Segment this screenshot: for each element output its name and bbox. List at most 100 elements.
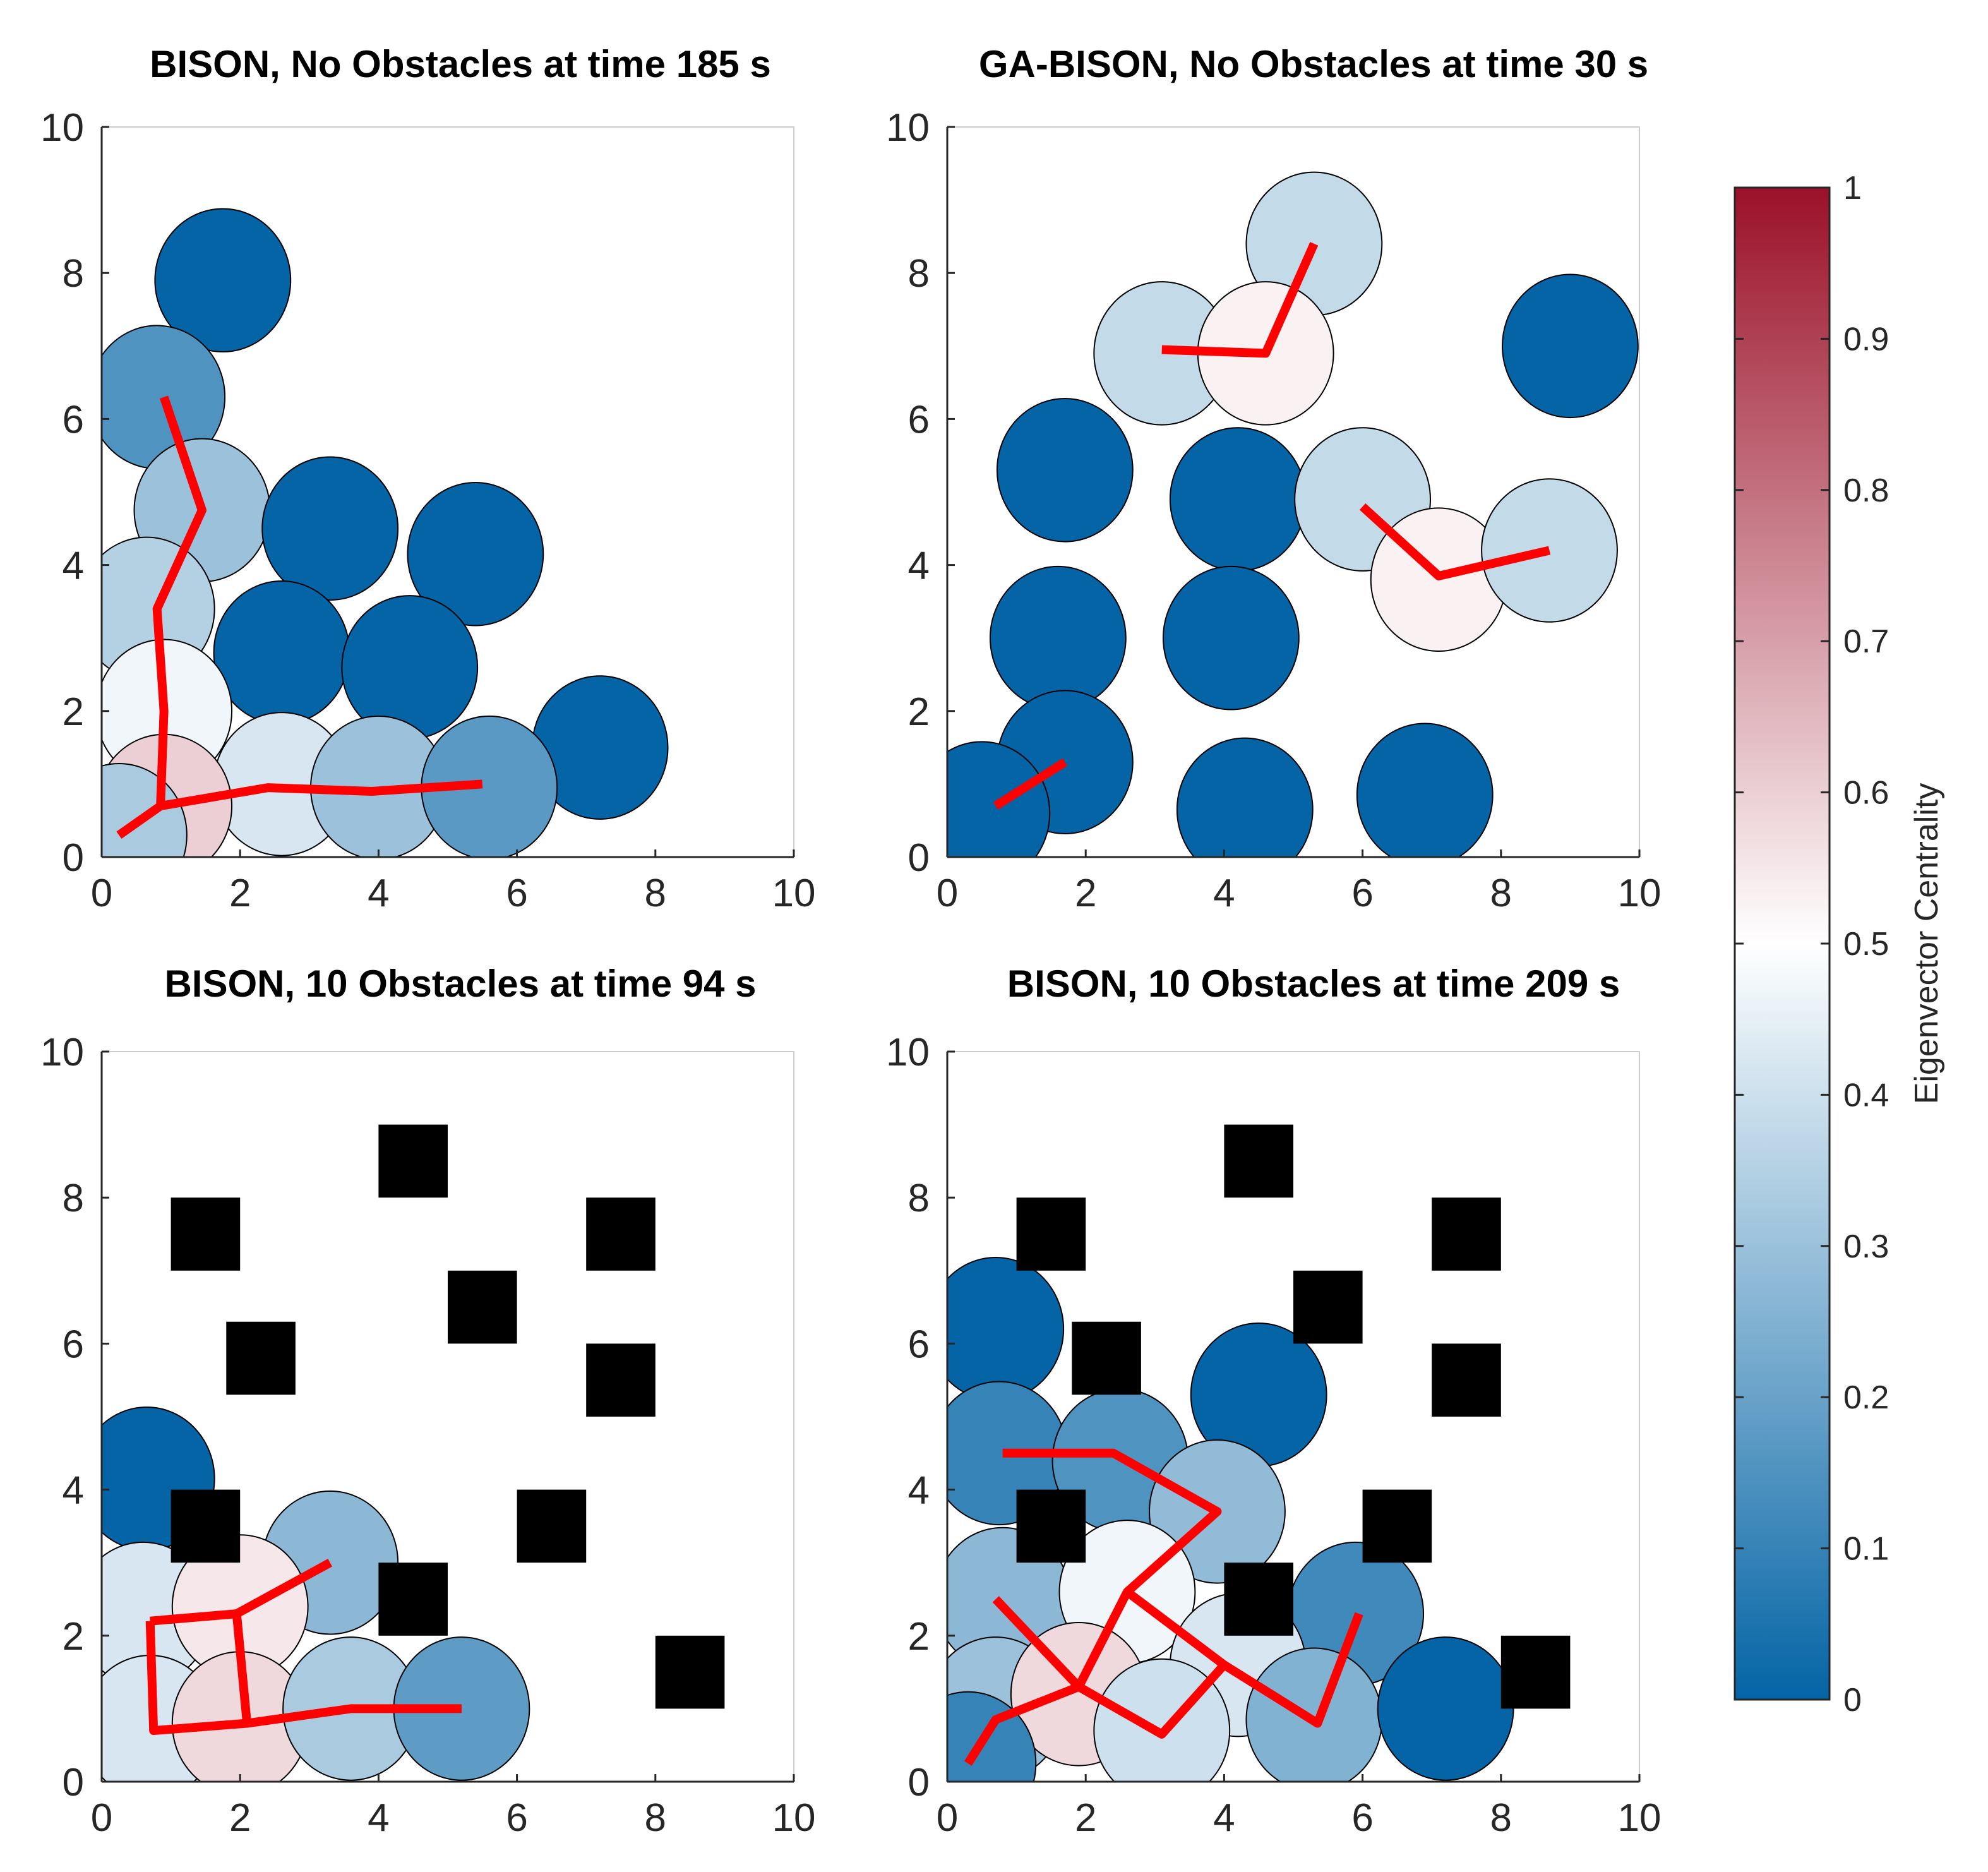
colorbar: 0 0.1 0.2 0.3 0.4 0.5 0.6 0.7 0.8 0.9 1 Eigenvecto… bbox=[1734, 170, 1945, 1719]
y-tick-label: 6 bbox=[908, 1323, 930, 1366]
network-edge-path-1 bbox=[1161, 242, 1319, 358]
y-tick-label: 6 bbox=[63, 398, 84, 441]
y-tick-label: 8 bbox=[63, 1177, 84, 1220]
colorbar-ticks: 0 0.1 0.2 0.3 0.4 0.5 0.6 0.7 0.8 0.9 1 bbox=[1735, 170, 1889, 1719]
x-tick-label: 2 bbox=[1075, 1796, 1096, 1840]
obstacle-4 bbox=[448, 1270, 517, 1344]
obstacle-7 bbox=[1016, 1489, 1086, 1563]
x-tick-label: 2 bbox=[229, 872, 251, 915]
obstacle-6 bbox=[1432, 1343, 1501, 1417]
colorbar-tick-label: 0.2 bbox=[1843, 1379, 1889, 1416]
y-tick-label: 4 bbox=[908, 544, 930, 588]
robot-cell-15 bbox=[102, 763, 188, 857]
x-tick-label: 8 bbox=[645, 872, 666, 915]
plot-content bbox=[947, 171, 1639, 857]
panel-2-title: GA-BISON, No Obstacles at time 30 s bbox=[979, 43, 1648, 85]
x-tick-label: 8 bbox=[1490, 1796, 1512, 1840]
x-tick-label: 0 bbox=[937, 1796, 958, 1840]
panel-2-plot-area: 0 2 4 6 8 10 0 2 4 6 8 10 bbox=[886, 106, 1661, 915]
robot-cell-14 bbox=[1377, 1636, 1514, 1781]
x-tick-label: 6 bbox=[506, 872, 527, 915]
panel-4-title: BISON, 10 Obstacles at time 209 s bbox=[1007, 963, 1620, 1005]
obstacle-4 bbox=[1293, 1270, 1363, 1344]
robot-cell-1 bbox=[154, 208, 292, 353]
plot-content bbox=[947, 1124, 1571, 1782]
y-tick-label: 8 bbox=[63, 252, 84, 296]
colorbar-tick-label: 0.3 bbox=[1843, 1228, 1889, 1265]
robot-cell-10 bbox=[989, 565, 1127, 711]
panel-1-title: BISON, No Obstacles at time 185 s bbox=[150, 43, 771, 85]
y-tick-label: 2 bbox=[908, 1615, 930, 1659]
x-tick-label: 8 bbox=[1490, 872, 1512, 915]
obstacle-10 bbox=[655, 1635, 725, 1709]
plot-content bbox=[102, 208, 669, 857]
x-tick-label: 6 bbox=[1351, 872, 1373, 915]
panel-1: BISON, No Obstacles at time 185 s 0 2 4 6 8 1… bbox=[40, 43, 815, 915]
obstacle-5 bbox=[226, 1321, 296, 1395]
y-tick-label: 2 bbox=[63, 1615, 84, 1659]
colorbar-tick-label: 0.6 bbox=[1843, 775, 1889, 812]
obstacle-8 bbox=[517, 1489, 587, 1563]
y-tick-label: 4 bbox=[63, 1469, 84, 1513]
obstacle-7 bbox=[171, 1489, 241, 1563]
obstacle-6 bbox=[586, 1343, 656, 1417]
network-edge-path-3 bbox=[993, 758, 1068, 810]
obstacle-9 bbox=[1224, 1563, 1293, 1636]
y-tick-label: 6 bbox=[63, 1323, 84, 1366]
panel-3-plot-area: 0 2 4 6 8 10 0 2 4 6 8 10 bbox=[40, 1031, 815, 1840]
x-tick-label: 2 bbox=[229, 1796, 251, 1840]
y-tick-label: 10 bbox=[886, 1031, 930, 1074]
robot-cell-7 bbox=[213, 580, 350, 725]
y-tick-label: 2 bbox=[908, 690, 930, 734]
panel-2: GA-BISON, No Obstacles at time 30 s 0 2 4 6… bbox=[886, 43, 1661, 915]
obstacle-1 bbox=[1224, 1124, 1293, 1198]
robot-cell-1 bbox=[947, 1257, 1065, 1401]
colorbar-tick-label: 0.5 bbox=[1843, 926, 1889, 963]
y-tick-label: 0 bbox=[908, 836, 930, 880]
colorbar-label: Eigenvector Centrality bbox=[1908, 783, 1945, 1105]
obstacle-2 bbox=[171, 1197, 241, 1271]
network-edge-path-1 bbox=[992, 1448, 1222, 1691]
robot-cell-14 bbox=[1176, 737, 1314, 857]
robot-cell-11 bbox=[1162, 565, 1300, 711]
robot-cell-5 bbox=[407, 481, 544, 627]
x-tick-label: 4 bbox=[368, 1796, 389, 1840]
colorbar-tick-label: 0 bbox=[1843, 1682, 1862, 1719]
x-tick-label: 4 bbox=[1213, 1796, 1235, 1840]
colorbar-gradient bbox=[1734, 186, 1831, 1701]
obstacle-3 bbox=[1432, 1197, 1501, 1271]
network-edge-path-3 bbox=[964, 1662, 1228, 1766]
obstacle-10 bbox=[1500, 1635, 1571, 1709]
x-tick-label: 8 bbox=[645, 1796, 666, 1840]
y-tick-label: 6 bbox=[908, 398, 930, 441]
obstacle-5 bbox=[1072, 1321, 1141, 1395]
robot-cell-4 bbox=[1501, 273, 1639, 419]
y-tick-label: 0 bbox=[908, 1761, 930, 1804]
robot-cell-15 bbox=[1356, 723, 1494, 857]
robot-cell-8 bbox=[341, 595, 479, 740]
robot-cell-4 bbox=[261, 456, 399, 601]
x-tick-label: 10 bbox=[1618, 1796, 1662, 1840]
robot-cell-5 bbox=[996, 398, 1134, 543]
x-tick-label: 6 bbox=[1351, 1796, 1373, 1840]
colorbar-tick-label: 0.1 bbox=[1843, 1531, 1889, 1568]
obstacle-3 bbox=[586, 1197, 656, 1271]
network-edge-path-1 bbox=[116, 395, 207, 839]
panel-4: BISON, 10 Obstacles at time 209 s 0 2 4 6 8 1… bbox=[886, 963, 1661, 1840]
y-tick-label: 0 bbox=[63, 836, 84, 880]
network-edge-path-2 bbox=[159, 779, 483, 810]
y-tick-label: 10 bbox=[40, 1031, 84, 1074]
network-edge-path-3 bbox=[246, 1704, 462, 1728]
robot-cell-13 bbox=[947, 741, 1051, 857]
colorbar-tick-label: 0.7 bbox=[1843, 623, 1889, 660]
y-tick-label: 4 bbox=[908, 1469, 930, 1513]
x-tick-label: 10 bbox=[1618, 872, 1662, 915]
y-tick-label: 10 bbox=[886, 106, 930, 150]
panel-3: BISON, 10 Obstacles at time 94 s 0 2 4 6 8 10… bbox=[40, 963, 815, 1840]
colorbar-tick-label: 1 bbox=[1843, 170, 1862, 207]
y-tick-label: 4 bbox=[63, 544, 84, 588]
network-edge-path-2 bbox=[1359, 503, 1551, 580]
y-tick-label: 8 bbox=[908, 1177, 930, 1220]
robot-cell-6 bbox=[1169, 427, 1307, 572]
